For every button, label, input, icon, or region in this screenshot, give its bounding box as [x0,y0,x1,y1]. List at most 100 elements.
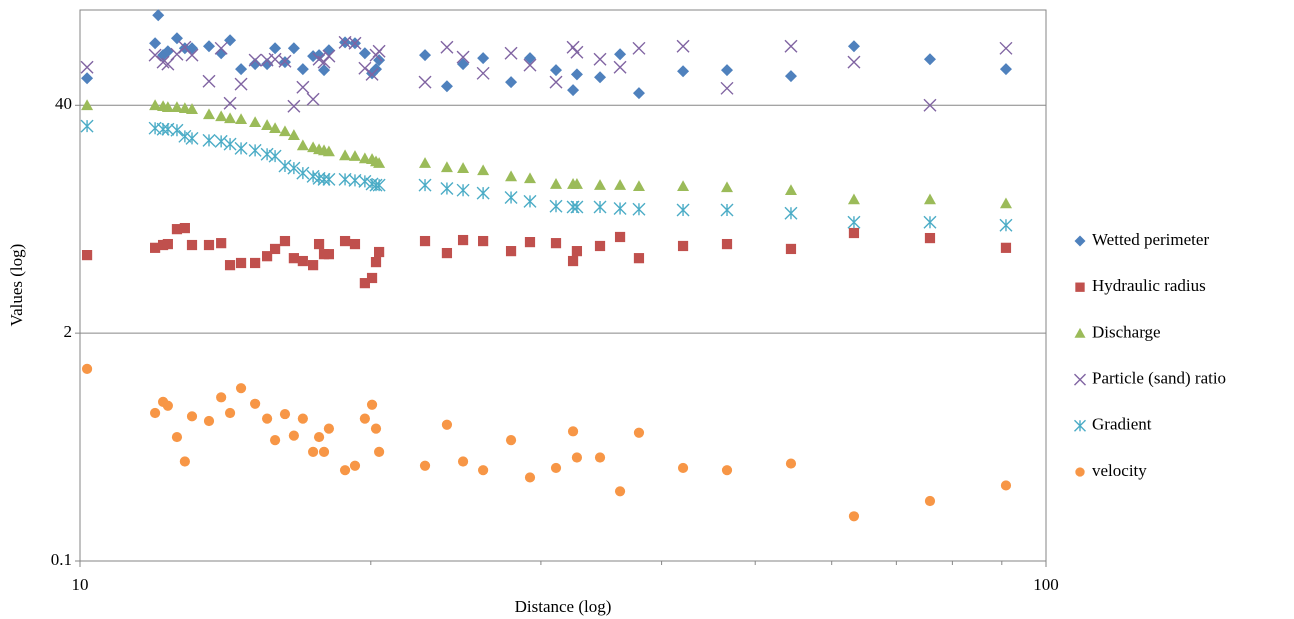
data-point [269,243,281,255]
data-point [677,240,689,252]
data-point [287,99,301,113]
data-point [339,149,352,161]
data-point [171,224,183,235]
data-point [365,67,379,81]
data-point [297,413,308,424]
y-tick-label: 40 [55,94,72,113]
data-point [847,40,860,53]
data-point [81,363,93,374]
data-point [269,42,282,55]
data-point [784,70,797,83]
data-point [339,235,351,247]
data-point [296,166,310,180]
data-point [202,133,216,147]
data-point [549,75,563,89]
data-point [215,47,228,60]
data-point [214,41,228,55]
data-point [307,446,319,457]
data-point [570,178,583,189]
data-point [524,472,536,483]
data-point [81,99,94,111]
data-point [149,99,162,111]
data-point [418,75,432,89]
data-point [261,251,273,262]
data-point [366,272,378,284]
data-point [214,134,228,148]
data-point [721,238,733,250]
data-point [593,52,607,66]
y-tick-label: 0.1 [51,550,72,569]
data-point [457,234,469,246]
data-point [358,152,371,164]
data-point [318,64,331,77]
data-point [161,45,174,58]
x-axis-label: Distance (log) [515,597,612,616]
data-point [202,108,215,120]
data-point [261,413,273,424]
data-point [594,71,607,84]
data-point [505,246,517,257]
data-point [784,206,798,220]
data-point [250,257,261,269]
legend-marker [1075,467,1085,477]
data-point [278,125,291,137]
data-point [924,495,936,507]
data-point [923,53,936,66]
data-point [223,96,237,110]
data-point [338,35,352,49]
data-point [358,174,372,188]
data-point [235,383,247,394]
data-point [633,253,645,264]
data-point [323,249,335,260]
data-point [162,238,173,250]
data-point [203,239,215,251]
data-point [847,215,861,229]
data-point [419,460,431,471]
data-point [478,235,489,247]
data-point [784,39,798,53]
data-point [216,238,227,249]
data-point [633,427,645,438]
data-point [504,46,518,60]
data-point [306,92,320,106]
data-point [215,110,228,122]
data-point [419,49,432,62]
data-point [632,87,645,100]
data-point [476,186,490,200]
data-point [249,58,262,71]
data-point [269,435,281,446]
data-point [223,137,237,151]
data-point [923,98,937,112]
data-point [594,240,606,252]
data-point [440,40,454,54]
data-point [571,452,583,463]
data-point [523,194,537,208]
data-point [313,431,325,443]
data-point [923,215,937,229]
data-point [1000,480,1012,491]
data-point [524,237,536,248]
data-point [279,235,291,247]
data-point [313,49,326,62]
data-point [269,122,282,133]
data-point [720,203,734,217]
data-point [185,131,199,145]
data-point [419,157,432,168]
legend-marker [1074,327,1086,338]
data-point [359,413,370,424]
data-point [677,462,689,474]
data-point [80,119,94,133]
data-point [224,260,236,271]
data-point [721,181,734,193]
data-point [550,462,562,474]
data-point [999,197,1012,209]
data-point [287,129,300,140]
data-point [372,178,386,192]
data-point [149,407,161,419]
data-point [152,9,165,22]
data-point [203,415,215,427]
data-point [278,54,292,68]
data-point [370,63,383,76]
x-tick-label: 100 [1033,575,1059,594]
data-point [348,150,361,161]
